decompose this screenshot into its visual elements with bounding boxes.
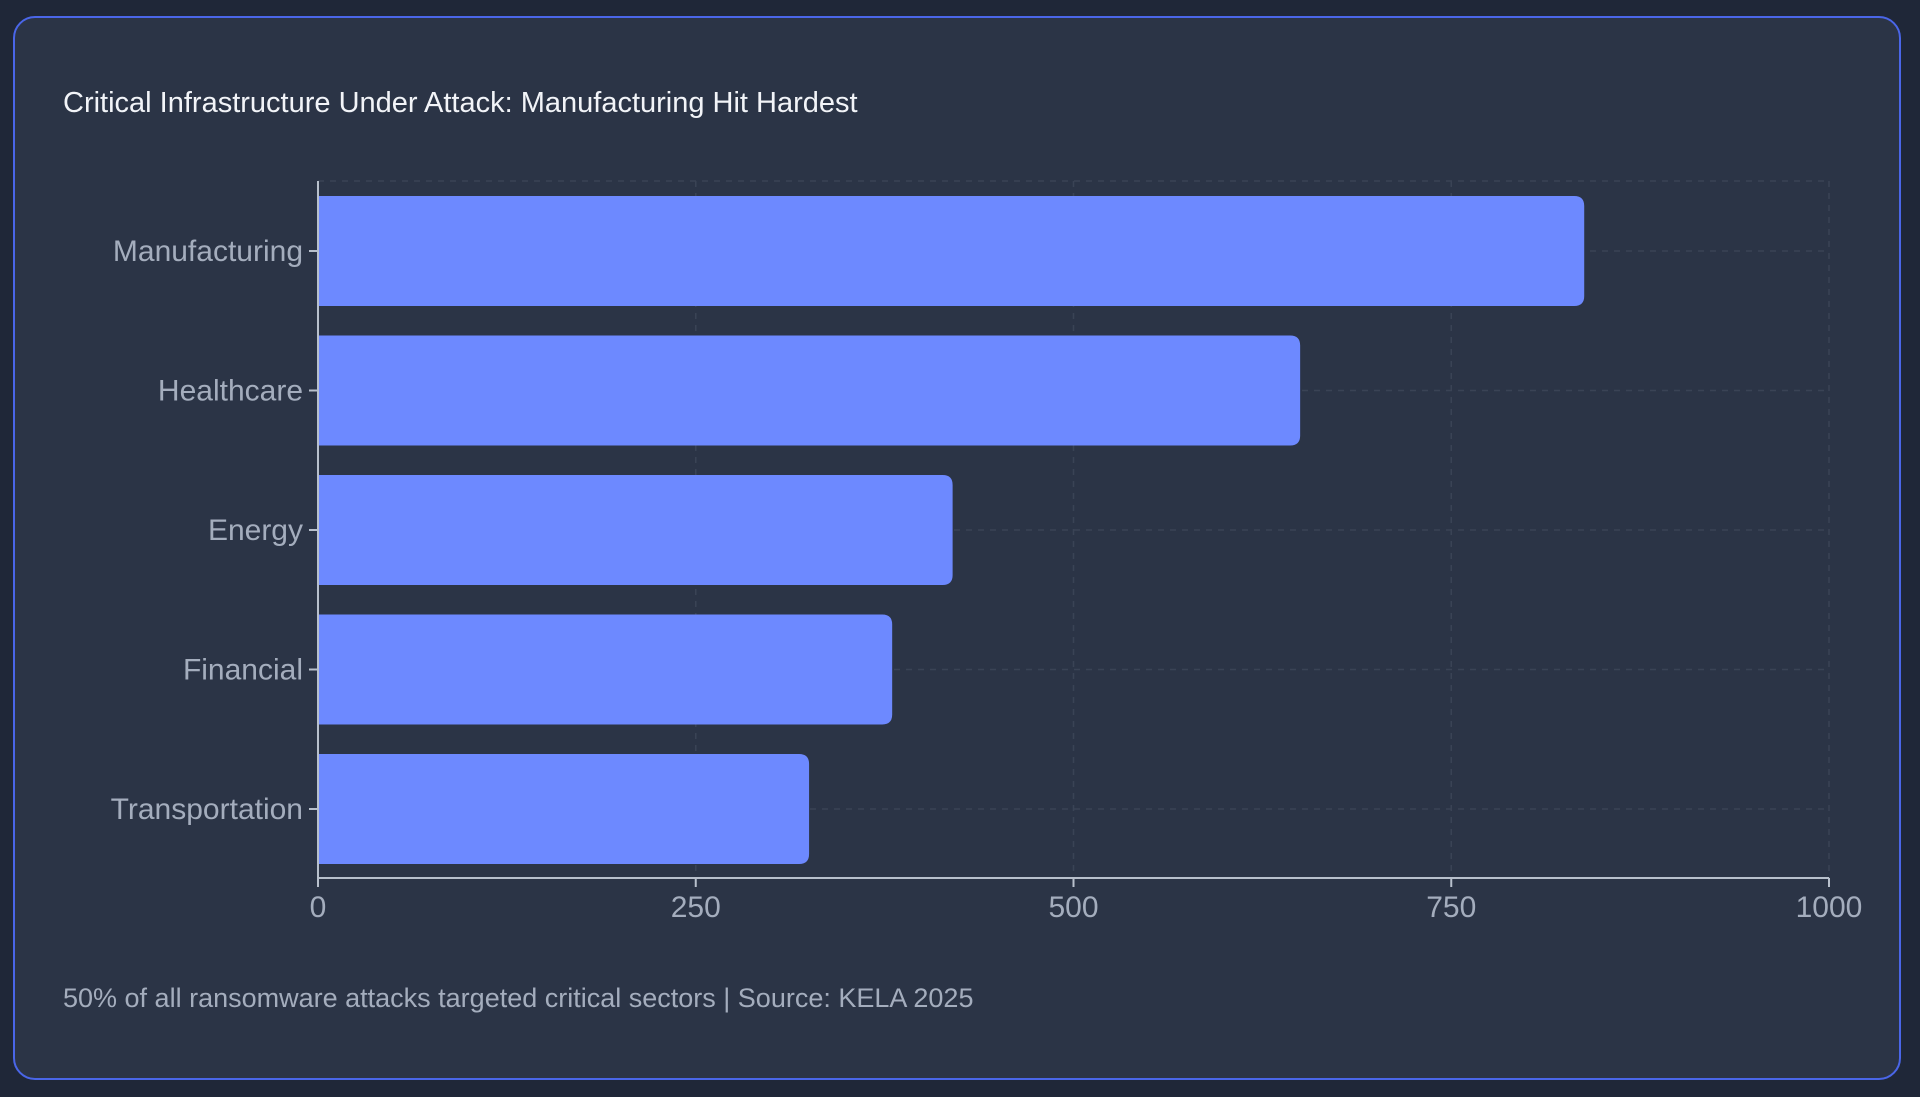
- x-tick-label: 250: [671, 891, 721, 924]
- bar: [318, 335, 1301, 446]
- y-tick-label: Energy: [208, 514, 303, 547]
- chart-title: Critical Infrastructure Under Attack: Ma…: [63, 87, 858, 119]
- x-tick-label: 750: [1426, 891, 1476, 924]
- bar: [318, 196, 1585, 306]
- bar: [318, 754, 810, 864]
- y-tick-label: Healthcare: [158, 375, 303, 408]
- y-tick-label: Transportation: [111, 793, 303, 826]
- chart-footer-note: 50% of all ransomware attacks targeted c…: [63, 983, 974, 1013]
- x-tick-label: 0: [310, 891, 327, 924]
- y-tick-label: Financial: [183, 654, 303, 687]
- bar: [318, 614, 893, 725]
- x-tick-label: 1000: [1796, 891, 1863, 924]
- y-tick-label: Manufacturing: [113, 235, 303, 268]
- bar: [318, 475, 953, 585]
- x-tick-label: 500: [1048, 891, 1098, 924]
